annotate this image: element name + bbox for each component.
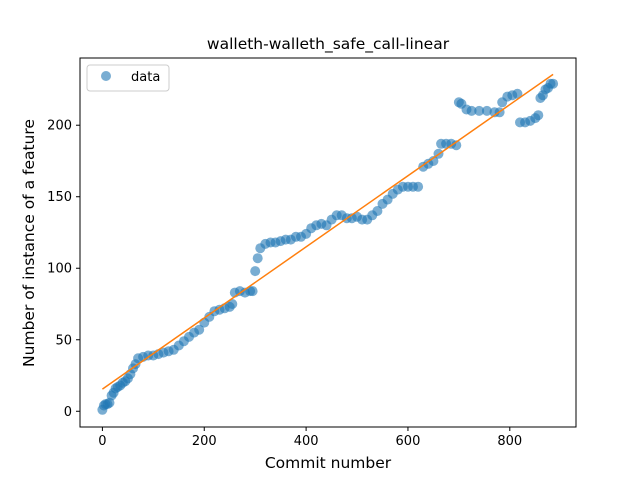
data-point	[481, 105, 492, 116]
chart-title: walleth-walleth_safe_call-linear	[207, 35, 450, 54]
data-point	[247, 286, 258, 297]
data-point	[451, 140, 462, 151]
data-point	[194, 324, 205, 335]
x-tick-label: 800	[497, 434, 522, 449]
data-points	[97, 78, 559, 415]
y-tick-label: 50	[55, 333, 72, 348]
y-tick-label: 150	[47, 190, 72, 205]
legend-label-data: data	[131, 70, 160, 85]
fit-line-layer	[101, 73, 554, 390]
legend: data	[86, 64, 170, 92]
x-tick-label: 600	[396, 434, 421, 449]
data-point	[428, 156, 439, 166]
plot-area	[80, 58, 576, 427]
y-tick-label: 0	[64, 405, 72, 420]
data-point	[512, 88, 523, 99]
y-tick-label: 100	[47, 262, 72, 277]
data-point	[227, 299, 238, 309]
data-point	[533, 110, 544, 121]
data-point	[372, 206, 383, 216]
data-point	[413, 181, 424, 192]
x-axis-label: Commit number	[265, 454, 392, 472]
x-axis-ticks: 0 200 400 600 800	[98, 427, 522, 449]
plot-frame	[79, 57, 577, 428]
data-point	[466, 105, 477, 116]
y-axis-ticks: 0 50 100 150 200	[47, 119, 80, 420]
data-point	[250, 266, 261, 277]
y-axis-label: Number of instance of a feature	[20, 119, 38, 367]
data-point	[548, 78, 559, 89]
x-tick-label: 200	[192, 434, 217, 449]
legend-marker-data	[101, 71, 111, 81]
data-point	[474, 105, 485, 116]
data-point	[252, 253, 263, 264]
x-tick-label: 0	[98, 434, 106, 449]
y-tick-label: 200	[47, 119, 72, 134]
fit-line	[101, 73, 554, 390]
x-tick-label: 400	[294, 434, 319, 449]
